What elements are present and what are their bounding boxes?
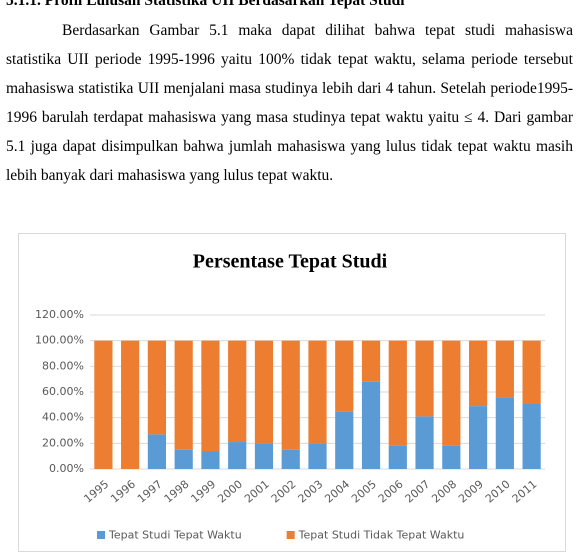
bar-segment: [388, 340, 407, 446]
y-tick-label: 80.00%: [42, 359, 84, 372]
bar-segment: [147, 340, 167, 435]
legend-label: Tepat Studi Tidak Tepat Waktu: [298, 529, 465, 542]
bar-segment: [94, 340, 113, 469]
bar-segment: [361, 340, 381, 382]
bar-segment: [522, 340, 541, 404]
y-tick-label: 60.00%: [42, 385, 84, 398]
bar-segment: [121, 340, 140, 469]
bar-segment: [254, 443, 274, 469]
bar-segment: [495, 397, 514, 469]
bar-segment: [495, 340, 514, 398]
bar-segment: [281, 449, 300, 469]
bar-segment: [201, 451, 220, 469]
y-tick-label: 20.00%: [42, 436, 84, 449]
y-tick-label: 120.00%: [35, 308, 84, 321]
bar-segment: [442, 445, 461, 469]
bar-segment: [468, 406, 488, 469]
legend-label: Tepat Studi Tepat Waktu: [108, 529, 242, 542]
bar-segment: [308, 443, 327, 469]
y-tick-label: 0.00%: [49, 462, 84, 475]
bar-segment: [254, 340, 274, 444]
bar-segment: [335, 340, 354, 412]
bar-segment: [522, 403, 541, 469]
bar-segment: [228, 340, 247, 443]
bar-segment: [415, 340, 434, 417]
bar-segment: [228, 442, 247, 469]
bar-segment: [335, 411, 354, 469]
heading: 5.1.1. Profil Lulusan Statistika UII Ber…: [6, 0, 405, 9]
bar-segment: [201, 340, 220, 452]
bar-segment: [361, 381, 381, 469]
y-tick-label: 100.00%: [35, 334, 84, 347]
bar-segment: [147, 434, 167, 469]
bar-segment: [308, 340, 327, 444]
bar-segment: [281, 340, 300, 450]
y-tick-label: 40.00%: [42, 411, 84, 424]
paragraph: Berdasarkan Gambar 5.1 maka dapat diliha…: [6, 22, 573, 184]
bar-segment: [468, 340, 488, 407]
bar-segment: [388, 445, 407, 469]
bar-segment: [442, 340, 461, 446]
bar-segment: [415, 416, 434, 469]
legend-swatch: [97, 531, 105, 539]
chart-title: Persentase Tepat Studi: [193, 251, 388, 273]
legend-swatch: [286, 531, 295, 539]
bar-segment: [174, 449, 193, 469]
bar-segment: [174, 340, 193, 450]
